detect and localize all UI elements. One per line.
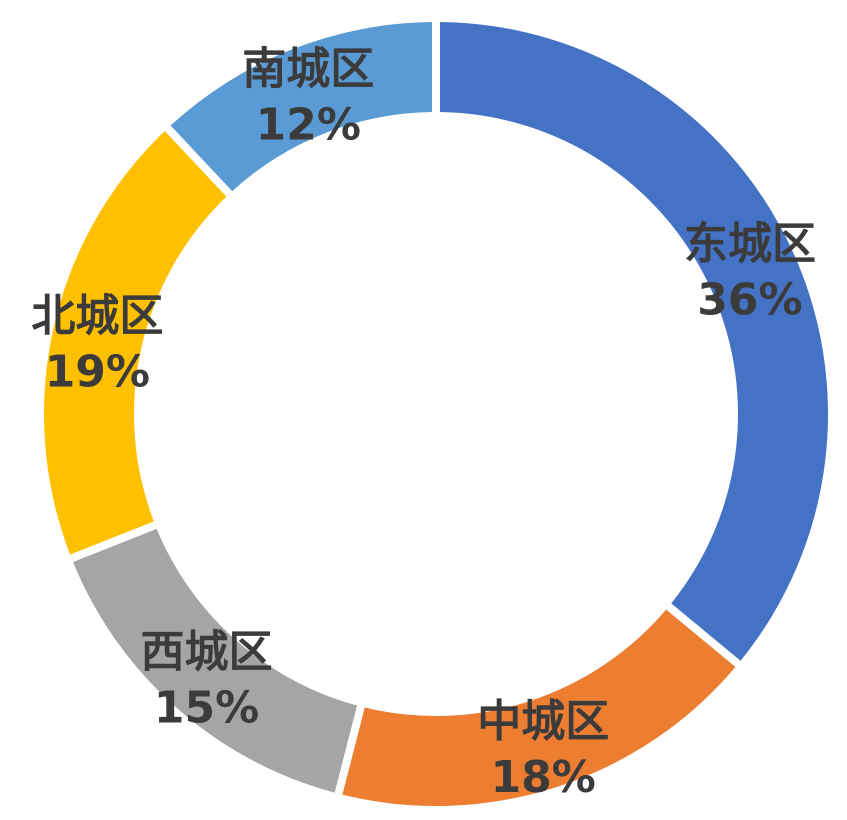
slice-name: 南城区 xyxy=(242,43,374,94)
slice-label-3: 西城区 15% xyxy=(141,626,273,733)
slice-percent: 36% xyxy=(697,274,802,325)
slice-name: 中城区 xyxy=(477,696,609,747)
donut-slice-4 xyxy=(43,130,227,555)
donut-slice-5 xyxy=(170,22,433,192)
slice-label-4: 北城区 19% xyxy=(31,290,163,397)
donut-slice-2 xyxy=(342,609,736,806)
slice-percent: 19% xyxy=(45,346,150,397)
donut-slice-1 xyxy=(439,22,829,661)
slice-name: 西城区 xyxy=(141,626,273,677)
donut-slices xyxy=(43,22,829,806)
slice-label-5: 南城区 12% xyxy=(242,43,374,150)
slice-label-2: 中城区 18% xyxy=(477,696,609,803)
slice-name: 北城区 xyxy=(31,290,163,341)
donut-slice-3 xyxy=(73,528,358,793)
slice-percent: 18% xyxy=(491,752,596,803)
slice-name: 东城区 xyxy=(684,218,816,269)
slice-percent: 15% xyxy=(154,682,259,733)
donut-labels: 东城区 36% 中城区 18% 西城区 15% 北城区 19% 南城区 12% xyxy=(31,43,816,803)
slice-label-1: 东城区 36% xyxy=(684,218,816,325)
slice-percent: 12% xyxy=(256,99,361,150)
